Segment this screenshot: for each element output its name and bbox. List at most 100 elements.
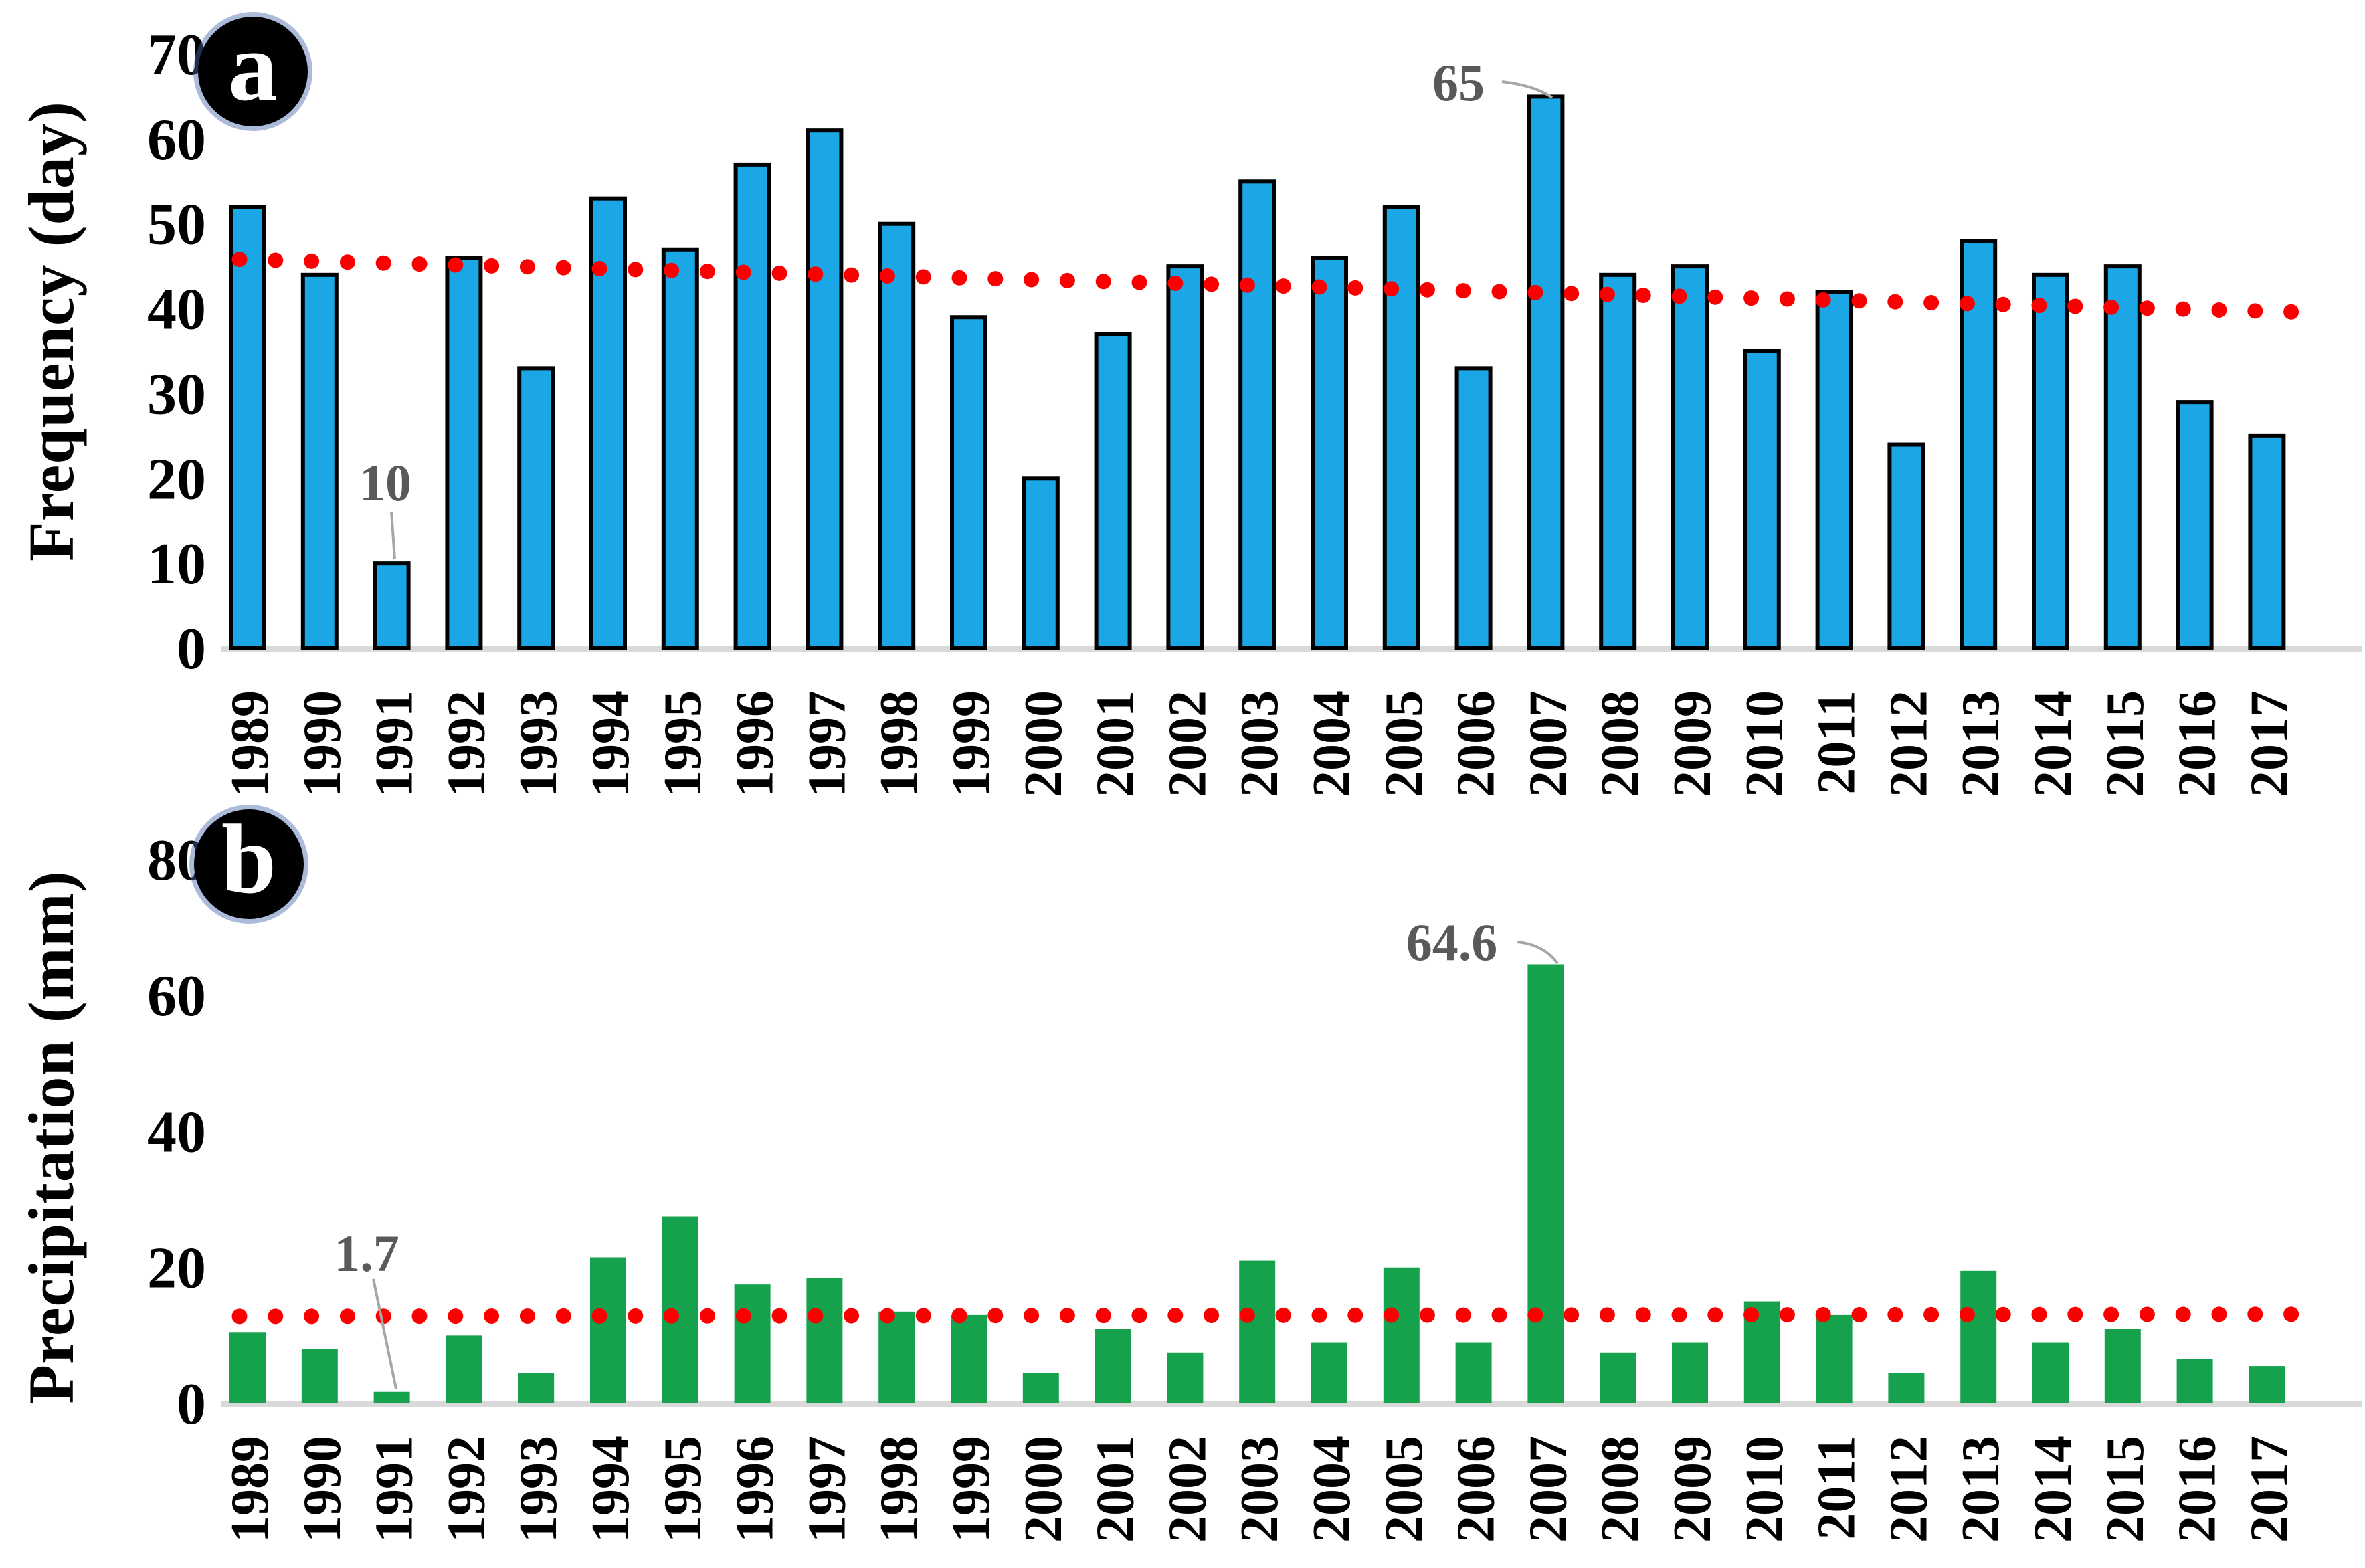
trend-dot-a <box>1275 278 1291 294</box>
trend-dot-b <box>1167 1308 1184 1324</box>
x-tick-label-a-2006: 2006 <box>1447 690 1506 797</box>
bar-a-1993 <box>517 366 555 650</box>
trend-dot-b <box>1635 1307 1651 1323</box>
trend-dot-a <box>2211 302 2227 318</box>
trend-dot-b <box>2211 1306 2227 1322</box>
x-tick-label-a-2007: 2007 <box>1519 690 1578 797</box>
x-tick-label-a-2001: 2001 <box>1086 690 1145 797</box>
panel-b-badge: b <box>194 809 304 919</box>
trend-dot-b <box>771 1308 787 1324</box>
trend-dot-a <box>844 267 860 283</box>
x-tick-label-a-2010: 2010 <box>1735 690 1794 797</box>
x-tick-label-b-1997: 1997 <box>797 1436 856 1543</box>
trend-dot-a <box>1599 286 1615 302</box>
trend-dot-b <box>1491 1307 1507 1323</box>
x-tick-label-b-1994: 1994 <box>581 1436 640 1543</box>
bar-b-2000 <box>1022 1373 1059 1403</box>
trend-dot-a <box>231 252 248 268</box>
bar-a-2008 <box>1599 272 1637 651</box>
bar-b-2008 <box>1600 1352 1636 1403</box>
bar-a-2005 <box>1382 205 1420 650</box>
trend-dot-b <box>1204 1307 1220 1323</box>
bar-b-2017 <box>2249 1366 2285 1403</box>
trend-dot-b <box>1275 1307 1291 1323</box>
x-tick-label-a-1994: 1994 <box>581 690 640 797</box>
x-axis-line-b <box>221 1401 2362 1407</box>
trend-dot-b <box>1923 1306 1940 1322</box>
x-tick-label-b-2016: 2016 <box>2168 1436 2227 1543</box>
bar-a-2015 <box>2103 264 2142 650</box>
trend-dot-b <box>519 1308 535 1324</box>
trend-dot-a <box>1131 274 1147 290</box>
y-tick-label-b-60: 60 <box>147 964 206 1029</box>
bar-a-1995 <box>661 247 699 650</box>
x-tick-label-b-2000: 2000 <box>1014 1436 1073 1543</box>
bar-a-2003 <box>1238 179 1276 650</box>
x-tick-label-b-2011: 2011 <box>1808 1436 1867 1540</box>
x-tick-label-a-1991: 1991 <box>365 690 424 797</box>
bar-a-2012 <box>1887 442 1925 650</box>
bar-a-1999 <box>950 315 987 650</box>
trend-dot-a <box>1851 293 1867 309</box>
trend-dot-b <box>484 1308 500 1325</box>
trend-dot-b <box>1311 1307 1327 1323</box>
trend-dot-a <box>1455 283 1471 299</box>
x-tick-label-b-1995: 1995 <box>654 1436 713 1543</box>
trend-dot-b <box>1707 1307 1723 1323</box>
trend-dot-a <box>411 256 428 272</box>
trend-dot-a <box>1923 295 1940 311</box>
bar-b-2011 <box>1816 1314 1853 1403</box>
trend-dot-b <box>1347 1307 1363 1323</box>
bar-b-1999 <box>951 1314 987 1403</box>
x-tick-label-b-2012: 2012 <box>1879 1436 1938 1543</box>
trend-dot-b <box>1851 1306 1867 1322</box>
bar-a-2014 <box>2032 272 2069 651</box>
x-tick-label-b-2009: 2009 <box>1663 1436 1722 1543</box>
trend-dot-b <box>2103 1306 2119 1322</box>
trend-dot-b <box>699 1308 715 1324</box>
annotation-label-a-2007: 65 <box>1432 54 1485 112</box>
bar-b-1994 <box>590 1257 626 1403</box>
trend-dot-a <box>268 252 284 268</box>
trend-dot-a <box>1995 296 2011 312</box>
trend-dot-a <box>699 264 715 280</box>
trend-dot-a <box>1024 272 1040 288</box>
y-tick-label-a-60: 60 <box>147 108 206 173</box>
trend-dot-b <box>1131 1308 1147 1324</box>
x-tick-label-a-1996: 1996 <box>726 690 785 797</box>
y-tick-label-a-70: 70 <box>147 23 206 88</box>
trend-dot-b <box>1959 1306 1975 1322</box>
x-tick-label-a-1989: 1989 <box>221 690 280 797</box>
x-tick-label-b-1991: 1991 <box>365 1436 424 1543</box>
x-tick-label-b-2003: 2003 <box>1230 1436 1289 1543</box>
trend-dot-b <box>1671 1307 1687 1323</box>
bar-b-2003 <box>1239 1260 1276 1403</box>
bar-a-1989 <box>229 205 266 650</box>
trend-dot-b <box>664 1308 680 1324</box>
trend-dot-b <box>1995 1306 2011 1322</box>
trend-dot-a <box>1527 284 1543 300</box>
x-tick-label-a-2005: 2005 <box>1375 690 1434 797</box>
x-tick-label-b-1990: 1990 <box>293 1436 352 1543</box>
x-tick-label-a-1998: 1998 <box>870 690 929 797</box>
bar-b-2009 <box>1672 1342 1708 1403</box>
y-tick-label-b-20: 20 <box>147 1236 206 1301</box>
trend-dot-b <box>1024 1308 1040 1324</box>
x-tick-label-a-2013: 2013 <box>1952 690 2010 797</box>
bar-a-1991 <box>373 561 411 651</box>
x-tick-label-a-1993: 1993 <box>509 690 568 797</box>
bar-a-2010 <box>1743 349 1781 650</box>
x-tick-label-a-2017: 2017 <box>2240 690 2299 797</box>
x-tick-label-b-2008: 2008 <box>1591 1436 1650 1543</box>
trend-dot-a <box>1347 280 1363 296</box>
bar-b-2002 <box>1167 1352 1204 1403</box>
bar-b-2013 <box>1960 1270 1997 1403</box>
x-tick-label-b-1999: 1999 <box>942 1436 1001 1543</box>
trend-dot-a <box>1491 284 1507 300</box>
trend-dot-a <box>519 259 535 275</box>
trend-dot-b <box>1887 1306 1903 1322</box>
bar-b-1989 <box>229 1332 266 1403</box>
bar-a-2017 <box>2248 433 2286 650</box>
bar-b-1990 <box>301 1349 338 1403</box>
y-tick-label-a-40: 40 <box>147 278 206 342</box>
